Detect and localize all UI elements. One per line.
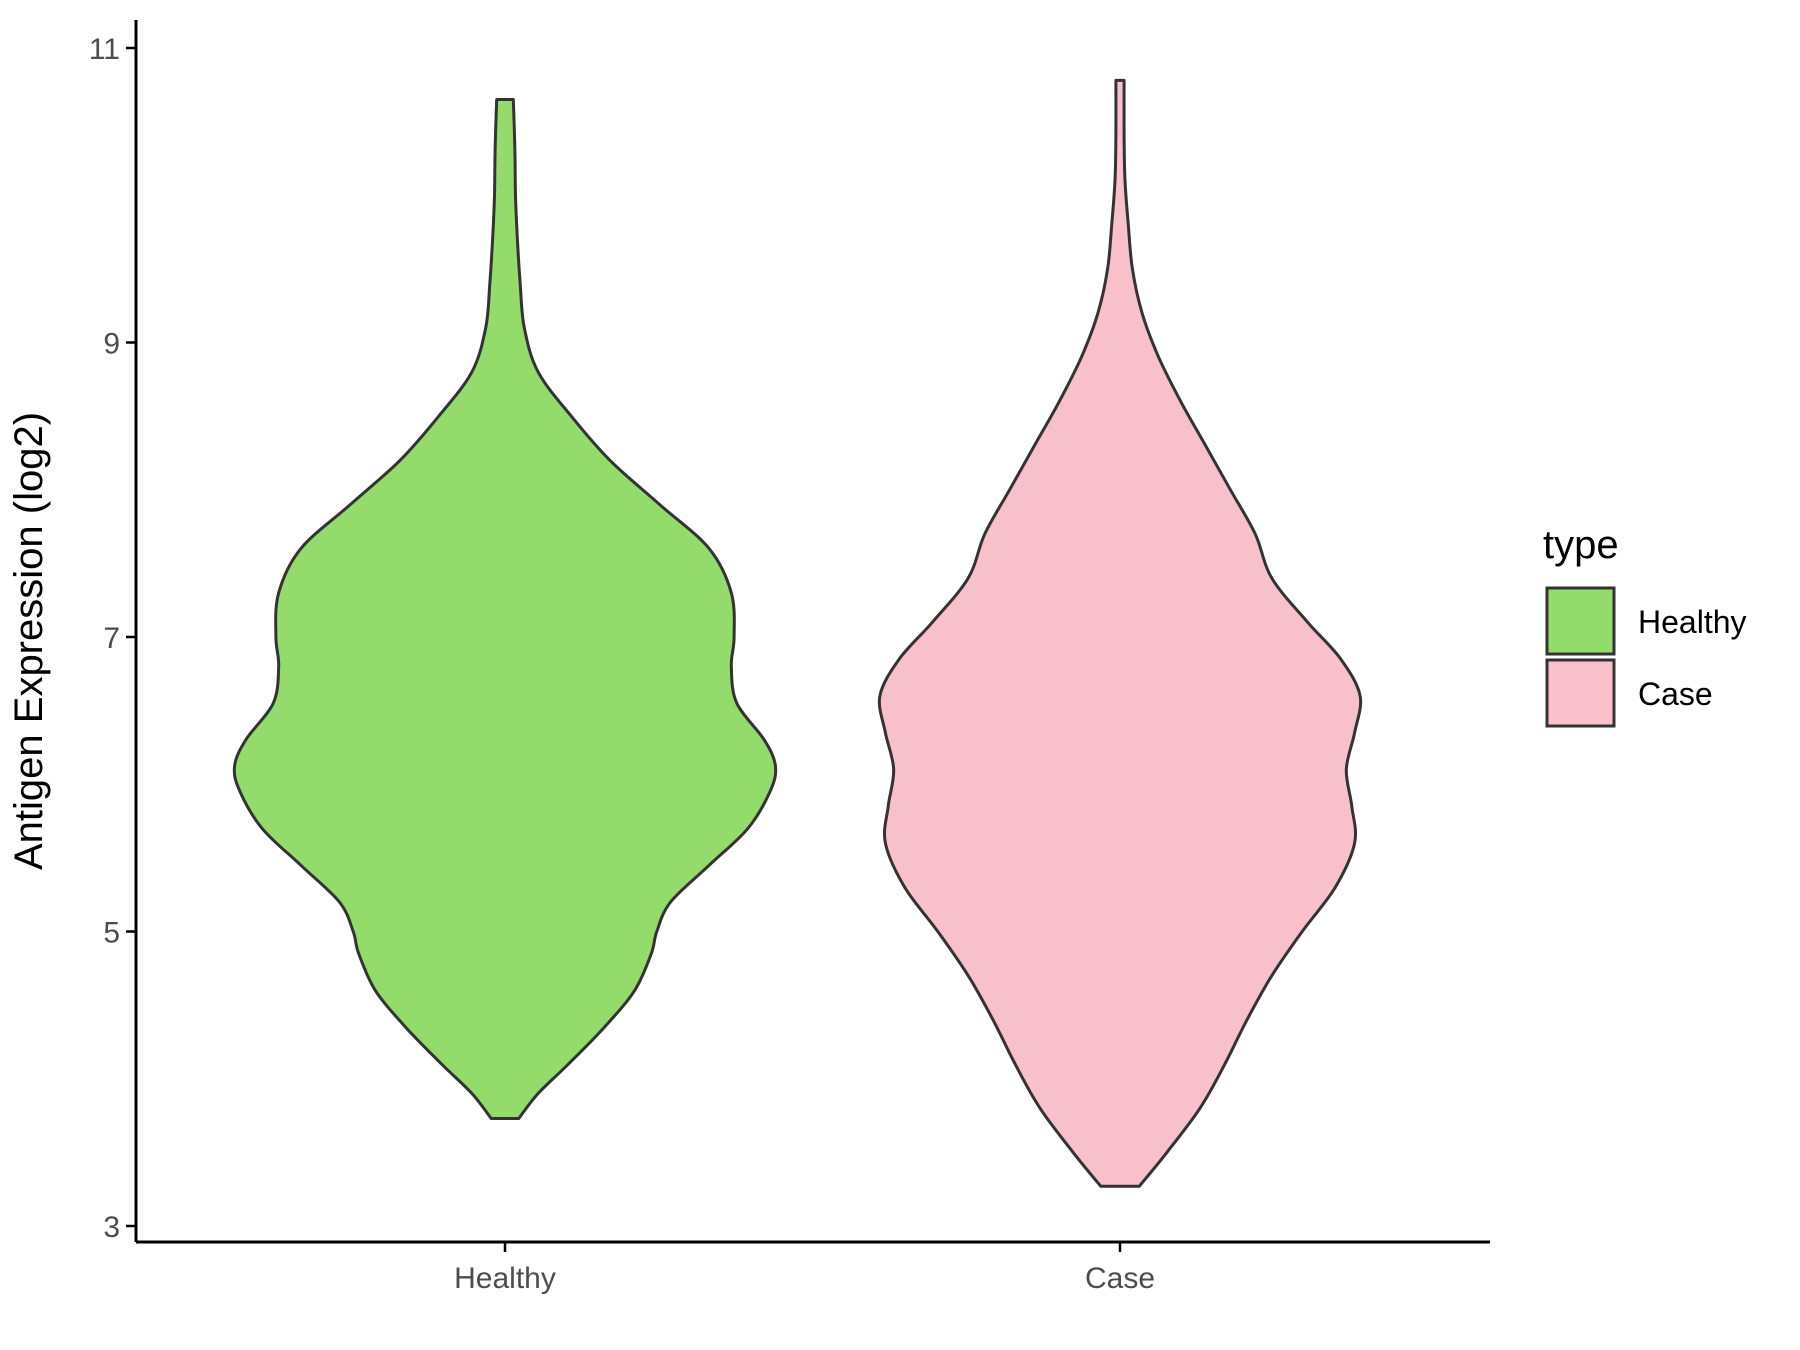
x-tick-label: Case [1085, 1262, 1155, 1295]
y-tick-label: 5 [103, 917, 120, 950]
x-tick-label: Healthy [454, 1262, 556, 1295]
y-axis-ticks: 3 5 7 9 11 [89, 33, 136, 1244]
legend-label-case: Case [1638, 676, 1713, 712]
y-tick-label: 3 [103, 1211, 120, 1244]
violin-case [877, 78, 1363, 1188]
violin-healthy [232, 98, 778, 1120]
legend-key-case [1545, 658, 1616, 728]
legend: type Healthy Case [1543, 523, 1747, 728]
y-axis-title: Antigen Expression (log2) [7, 412, 51, 870]
y-tick-label: 7 [103, 622, 120, 655]
plot-area [232, 78, 1363, 1188]
legend-key-healthy [1545, 586, 1616, 656]
legend-label-healthy: Healthy [1638, 604, 1747, 640]
y-tick-label: 9 [103, 328, 120, 361]
x-axis-ticks: Healthy Case [454, 1242, 1155, 1295]
y-tick-label: 11 [89, 33, 120, 66]
legend-title: type [1543, 523, 1619, 567]
